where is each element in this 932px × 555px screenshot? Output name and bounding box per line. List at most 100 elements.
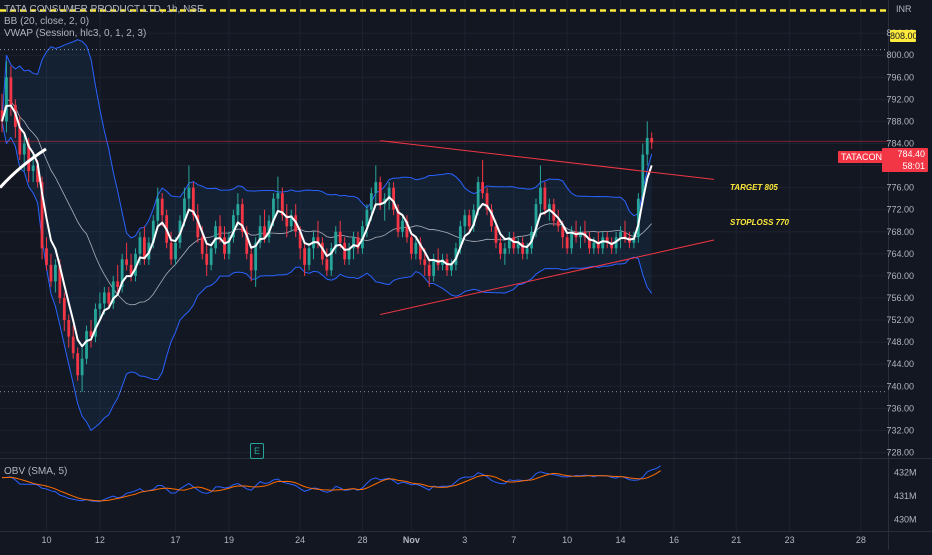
candle-body[interactable] [619, 231, 622, 238]
candle-body[interactable] [414, 242, 418, 254]
candle-body[interactable] [80, 358, 84, 376]
candle-body[interactable] [592, 242, 596, 249]
candle-body[interactable] [245, 231, 249, 254]
candle-body[interactable] [49, 264, 53, 282]
candle-body[interactable] [596, 242, 600, 249]
candle-body[interactable] [187, 187, 191, 199]
candle-body[interactable] [525, 248, 529, 254]
candle-body[interactable] [507, 237, 511, 249]
candle-body[interactable] [22, 143, 26, 155]
candle-body[interactable] [579, 231, 582, 238]
candle-body[interactable] [410, 237, 413, 254]
candle-body[interactable] [338, 231, 342, 243]
candle-body[interactable] [485, 193, 489, 210]
candle-body[interactable] [205, 253, 209, 265]
candle-body[interactable] [494, 226, 498, 243]
candle-body[interactable] [240, 204, 244, 232]
candle-body[interactable] [58, 264, 62, 298]
candle-body[interactable] [107, 292, 111, 304]
candle-body[interactable] [89, 331, 93, 337]
candle-body[interactable] [347, 248, 351, 260]
candle-body[interactable] [387, 187, 391, 199]
candle-body[interactable] [378, 182, 382, 205]
candle-body[interactable] [258, 226, 262, 243]
candle-body[interactable] [169, 242, 173, 260]
candle-body[interactable] [472, 209, 476, 227]
candle-body[interactable] [134, 253, 137, 276]
obv-label[interactable]: OBV (SMA, 5) [4, 466, 68, 477]
candle-body[interactable] [396, 209, 400, 232]
candle-body[interactable] [325, 259, 329, 271]
candle-body[interactable] [31, 165, 35, 172]
candle-body[interactable] [285, 215, 289, 227]
candle-body[interactable] [298, 231, 302, 249]
candle-body[interactable] [432, 259, 436, 276]
candle-body[interactable] [27, 143, 31, 172]
candle-body[interactable] [405, 220, 409, 238]
candle-body[interactable] [76, 353, 80, 376]
trendline-lower[interactable] [380, 239, 715, 316]
candle-body[interactable] [369, 193, 373, 210]
candle-body[interactable] [236, 204, 240, 216]
candle-body[interactable] [9, 77, 13, 105]
candle-body[interactable] [543, 187, 547, 210]
candle-body[interactable] [223, 237, 226, 254]
candle-body[interactable] [138, 237, 142, 254]
candle-body[interactable] [303, 248, 306, 265]
candle-body[interactable] [116, 281, 120, 287]
candle-body[interactable] [196, 215, 200, 238]
candle-body[interactable] [143, 237, 146, 260]
candle-body[interactable] [263, 226, 266, 238]
candle-body[interactable] [125, 259, 128, 265]
candle-body[interactable] [54, 264, 57, 282]
candle-body[interactable] [565, 237, 569, 249]
candle-body[interactable] [463, 215, 467, 227]
candle-body[interactable] [334, 231, 338, 249]
candle-body[interactable] [200, 237, 204, 254]
candle-body[interactable] [481, 182, 484, 194]
candle-body[interactable] [534, 204, 538, 232]
candle-body[interactable] [129, 264, 133, 276]
candle-body[interactable] [605, 237, 609, 243]
candle-body[interactable] [450, 264, 453, 271]
candle-body[interactable] [0, 110, 4, 122]
candle-body[interactable] [289, 215, 293, 227]
candle-body[interactable] [276, 193, 280, 199]
candle-body[interactable] [36, 165, 39, 183]
candle-body[interactable] [499, 242, 502, 254]
candle-body[interactable] [601, 237, 605, 249]
candle-body[interactable] [67, 320, 71, 337]
candle-body[interactable] [267, 220, 271, 238]
candle-body[interactable] [547, 204, 551, 210]
candle-body[interactable] [98, 303, 102, 310]
candle-body[interactable] [254, 242, 258, 271]
candle-body[interactable] [71, 336, 75, 354]
candle-body[interactable] [102, 292, 106, 304]
candle-body[interactable] [423, 259, 427, 265]
candle-body[interactable] [120, 259, 124, 287]
candle-body[interactable] [307, 248, 311, 265]
candle-body[interactable] [374, 182, 378, 194]
candle-body[interactable] [556, 220, 560, 227]
candle-body[interactable] [516, 242, 520, 249]
candle-body[interactable] [45, 248, 48, 265]
candle-body[interactable] [356, 237, 360, 249]
candle-body[interactable] [5, 77, 8, 122]
candle-body[interactable] [62, 297, 66, 321]
candle-body[interactable] [521, 242, 525, 254]
candle-body[interactable] [329, 248, 333, 271]
candle-body[interactable] [636, 198, 640, 238]
candle-body[interactable] [561, 226, 565, 238]
indicator-bb[interactable]: BB (20, close, 2, 0) [4, 16, 90, 27]
candle-body[interactable] [94, 309, 97, 337]
earnings-icon[interactable]: E [250, 443, 264, 459]
candle-body[interactable] [174, 242, 177, 260]
candle-body[interactable] [156, 198, 160, 221]
candle-body[interactable] [40, 182, 44, 249]
candle-body[interactable] [316, 237, 320, 243]
candle-body[interactable] [209, 248, 213, 265]
candle-body[interactable] [227, 237, 231, 254]
candle-body[interactable] [458, 226, 462, 249]
candle-body[interactable] [85, 331, 88, 359]
trendline-upper[interactable] [380, 140, 715, 180]
